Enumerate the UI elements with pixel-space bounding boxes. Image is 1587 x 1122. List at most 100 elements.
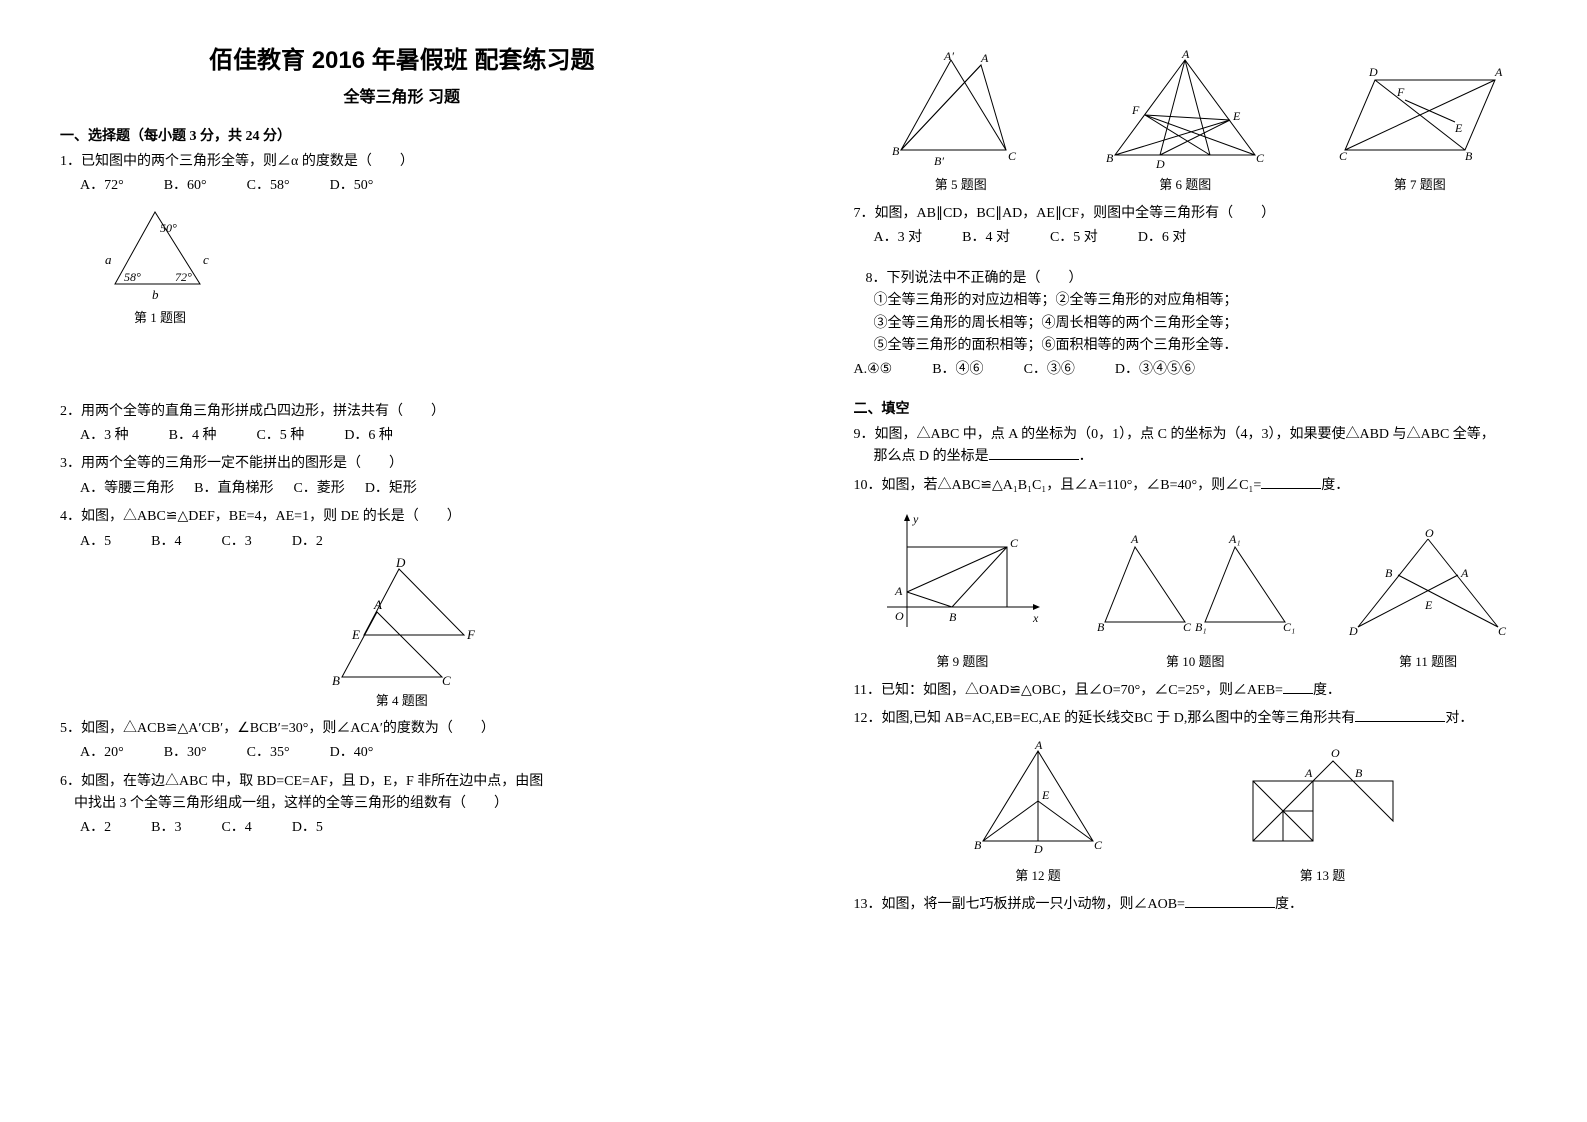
fig9-x: x [1032, 611, 1039, 625]
q12-text1: 12．如图,已知 AB=AC,EB=EC,AE 的延长线交BC 于 D,那么图中… [854, 711, 1356, 726]
q5-opt-c: C．35° [247, 742, 290, 764]
q1-options: A．72° B．60° C．58° D．50° [80, 175, 744, 197]
q7-opt-d: D．6 对 [1138, 227, 1187, 249]
fig-row-12-13: A B C D E 第 12 题 O A [854, 741, 1538, 884]
question-3: 3．用两个全等的三角形一定不能拼出的图形是（ ） A．等腰三角形 B．直角梯形 … [60, 453, 744, 500]
q7-opt-a: A．3 对 [874, 227, 923, 249]
q8-l1: ①全等三角形的对应边相等；②全等三角形的对应角相等； [874, 290, 1538, 312]
q11-blank [1283, 680, 1313, 694]
q12-text2: 对． [1445, 711, 1473, 726]
fig6-e: E [1232, 109, 1241, 123]
spacer-1 [60, 335, 744, 395]
q2-opt-b: B．4 种 [169, 425, 217, 447]
q6-opt-c: C．4 [221, 817, 251, 839]
q4-label-a: A [373, 597, 382, 612]
fig13-b: B [1355, 766, 1363, 780]
section-1-heading: 一、选择题（每小题 3 分，共 24 分） [60, 125, 744, 145]
fig9-a: A [894, 584, 903, 598]
fig11-e: E [1424, 598, 1433, 612]
q5-opt-b: B．30° [164, 742, 207, 764]
q1-label-a: a [105, 252, 112, 267]
q8-l2: ③全等三角形的周长相等；④周长相等的两个三角形全等； [874, 313, 1538, 335]
question-6: 6．如图，在等边△ABC 中，取 BD=CE=AF，且 D，E，F 非所在边中点… [60, 771, 744, 840]
q1-label-58: 58° [124, 270, 141, 284]
q1-opt-d: D．50° [330, 175, 374, 197]
fig6-f: F [1131, 103, 1140, 117]
q4-triangle-svg: A D E F B C [312, 557, 492, 687]
fig7-e: E [1454, 121, 1463, 135]
q10-blank [1261, 475, 1321, 489]
fig7-stack: D A C B F E 第 7 题图 [1335, 60, 1505, 193]
q6-text2: 中找出 3 个全等三角形组成一组，这样的全等三角形的组数有（ ） [74, 793, 744, 815]
fig7-f: F [1396, 85, 1405, 99]
q1-label-c: c [203, 252, 209, 267]
fig5-b: B [892, 144, 900, 158]
question-4: 4．如图，△ABC≌△DEF，BE=4，AE=1，则 DE 的长是（ ） A．5… [60, 506, 744, 712]
fig10-c1: C₁ [1283, 620, 1295, 634]
q13-text1: 13．如图，将一副七巧板拼成一只小动物，则∠AOB= [854, 897, 1185, 912]
question-7: 7．如图，AB∥CD，BC∥AD，AE∥CF，则图中全等三角形有（ ） A．3 … [854, 203, 1538, 250]
q1-triangle-svg: 50° a c 58° 72° b [100, 204, 220, 304]
q6-options: A．2 B．3 C．4 D．5 [80, 817, 744, 839]
fig10-b: B [1097, 620, 1105, 634]
q4-options: A．5 B．4 C．3 D．2 [80, 531, 744, 553]
q3-options: A．等腰三角形 B．直角梯形 C．菱形 D．矩形 [80, 478, 744, 500]
q4-label-e: E [351, 627, 360, 642]
fig6-d: D [1155, 157, 1165, 170]
fig11-caption: 第 11 题图 [1399, 651, 1457, 670]
q1-label-72: 72° [175, 270, 192, 284]
fig7-b: B [1465, 149, 1473, 163]
q4-label-d: D [395, 557, 406, 570]
q4-label-c: C [442, 673, 451, 687]
question-8: 8．下列说法中不正确的是（ ） ①全等三角形的对应边相等；②全等三角形的对应角相… [854, 268, 1538, 382]
q1-opt-a: A．72° [80, 175, 124, 197]
fig10-svg: A B C A₁ B₁ C₁ [1095, 527, 1295, 647]
page: 佰佳教育 2016 年暑假班 配套练习题 全等三角形 习题 一、选择题（每小题 … [0, 0, 1587, 1122]
fig9-c: C [1010, 536, 1019, 550]
main-title: 佰佳教育 2016 年暑假班 配套练习题 [60, 40, 744, 75]
fig13-a: A [1304, 766, 1313, 780]
fig13-svg: O A B [1223, 741, 1423, 861]
q7-opt-b: B．4 对 [962, 227, 1010, 249]
q8-options: A.④⑤ B．④⑥ C．③⑥ D．③④⑤⑥ [854, 359, 1538, 381]
fig9-stack: y x O A B C 第 9 题图 [877, 507, 1047, 670]
q1-figure: 50° a c 58° 72° b 第 1 题图 [100, 204, 744, 329]
q1-opt-c: C．58° [247, 175, 290, 197]
q10-text2: 度． [1321, 478, 1349, 493]
fig7-svg: D A C B F E [1335, 60, 1505, 170]
q7-text: 7．如图，AB∥CD，BC∥AD，AE∥CF，则图中全等三角形有（ ） [854, 203, 1538, 225]
fig-row-5-6-7: A′ A B B′ C 第 5 题图 A [854, 50, 1538, 193]
fig7-a: A [1494, 65, 1503, 79]
q3-opt-b: B．直角梯形 [194, 478, 273, 500]
q5-opt-d: D．40° [330, 742, 374, 764]
fig7-caption: 第 7 题图 [1394, 174, 1446, 193]
fig9-b: B [949, 610, 957, 624]
q1-opt-b: B．60° [164, 175, 207, 197]
q9-text1: 9．如图，△ABC 中，点 A 的坐标为（0，1），点 C 的坐标为（4，3），… [854, 424, 1538, 446]
fig11-d: D [1348, 624, 1358, 638]
fig10-c: C [1183, 620, 1192, 634]
q5-opt-a: A．20° [80, 742, 124, 764]
fig12-caption: 第 12 题 [1015, 865, 1061, 884]
fig13-o: O [1331, 746, 1340, 760]
question-9: 9．如图，△ABC 中，点 A 的坐标为（0，1），点 C 的坐标为（4，3），… [854, 424, 1538, 469]
fig-row-9-10-11: y x O A B C 第 9 题图 A B C A₁ B₁ [854, 507, 1538, 670]
fig11-svg: O B A D C E [1343, 527, 1513, 647]
q9-text3: ． [1079, 449, 1093, 464]
q4-opt-b: B．4 [151, 531, 181, 553]
fig5-svg: A′ A B B′ C [886, 50, 1036, 170]
q4-caption: 第 4 题图 [376, 691, 428, 712]
q3-opt-a: A．等腰三角形 [80, 478, 174, 500]
q1-label-b: b [152, 287, 159, 302]
question-10: 10．如图，若△ABC≌△A₁B₁C₁，且∠A=110°，∠B=40°，则∠C₁… [854, 475, 1538, 497]
q13-blank [1185, 894, 1275, 908]
fig5-bp: B′ [934, 154, 944, 168]
q4-opt-c: C．3 [221, 531, 251, 553]
q1-label-50: 50° [160, 221, 177, 235]
fig11-c: C [1498, 624, 1507, 638]
fig11-a: A [1460, 566, 1469, 580]
fig12-a: A [1034, 741, 1043, 752]
fig5-caption: 第 5 题图 [935, 174, 987, 193]
q9-text2: 那么点 D 的坐标是 [874, 449, 989, 464]
fig6-a: A [1181, 50, 1190, 61]
